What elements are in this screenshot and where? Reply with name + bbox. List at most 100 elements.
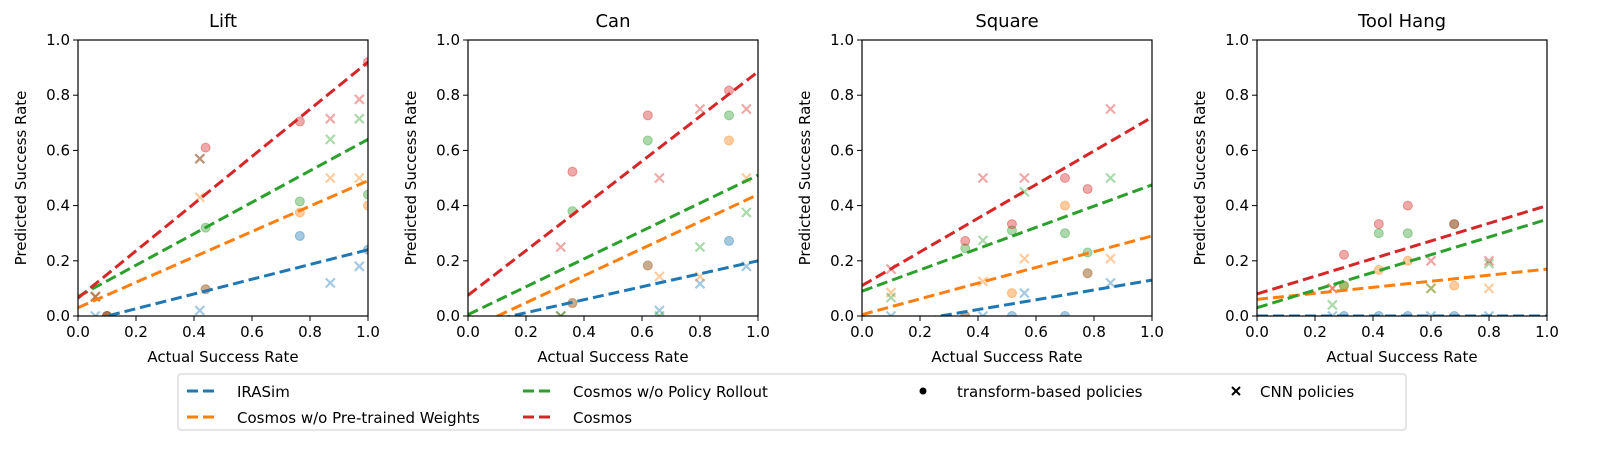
fit-line-irasim	[101, 248, 368, 316]
x-tick-label: 0.0	[66, 323, 90, 341]
point-transformer-cosmos	[1006, 219, 1017, 230]
point-transformer-cosmos	[567, 166, 578, 177]
x-tick-label: 0.6	[630, 323, 654, 341]
point-transformer-cosmos-w-o-pre-trained-weights	[1006, 288, 1017, 299]
point-transformer-cosmos-w-o-policy-rollout	[1060, 228, 1070, 239]
point-cnn-irasim	[1483, 310, 1495, 316]
y-tick-label: 0.2	[46, 252, 70, 270]
fit-line-cosmos-w-o-policy-rollout	[78, 138, 368, 298]
point-transformer-irasim	[1060, 311, 1070, 316]
x-tick-label: 0.2	[1303, 323, 1327, 341]
y-tick-label: 0.6	[46, 141, 70, 159]
point-transformer-irasim	[294, 230, 305, 241]
y-tick-label: 0.2	[830, 252, 854, 270]
point-cnn-cosmos	[1425, 255, 1437, 267]
point-cnn-cosmos-w-o-policy-rollout	[1483, 258, 1495, 269]
point-transformer-cosmos	[1402, 200, 1413, 211]
point-transformer-cosmos	[1449, 219, 1460, 230]
y-tick-label: 0.8	[436, 86, 460, 104]
point-transformer-irasim	[1082, 268, 1093, 279]
point-transformer-irasim	[724, 235, 734, 246]
y-axis-label: Predicted Success Rate	[12, 91, 30, 266]
y-axis-label: Predicted Success Rate	[402, 91, 420, 266]
legend-label-cosmos-wo-rollout: Cosmos w/o Policy Rollout	[573, 383, 768, 401]
legend-circle-marker-icon	[919, 387, 927, 395]
x-axis-label: Actual Success Rate	[1326, 348, 1477, 366]
y-tick-label: 0.0	[436, 307, 460, 325]
point-transformer-cosmos-w-o-policy-rollout	[1449, 219, 1460, 230]
x-axis-label: Actual Success Rate	[147, 348, 298, 366]
y-tick-label: 0.8	[46, 86, 70, 104]
subplot-can: 0.0 0.2 0.4 0.6 0.8 1.0 0.0 0.2 0.4 0.6 0.8 1.0 Can A…	[402, 11, 770, 366]
point-cnn-cosmos	[354, 94, 365, 105]
subplot-title: Lift	[209, 11, 237, 32]
point-transformer-cosmos-w-o-policy-rollout	[960, 243, 971, 254]
point-transformer-cosmos-w-o-policy-rollout	[363, 189, 368, 200]
fit-line-cosmos-w-o-policy-rollout	[862, 183, 1152, 293]
axes-frame	[861, 39, 1153, 317]
x-tick-label: 0.8	[1477, 323, 1501, 341]
y-tick-label: 1.0	[46, 31, 70, 49]
subplot-square: 0.0 0.2 0.4 0.6 0.8 1.0 0.0 0.2 0.4 0.6 0.8 1.0 Squa…	[796, 11, 1164, 366]
point-cnn-irasim	[885, 310, 897, 316]
x-tick-label: 1.0	[1140, 323, 1164, 341]
fit-line-cosmos-w-o-pre-trained-weights	[494, 193, 758, 316]
point-cnn-cosmos-w-o-pre-trained-weights	[977, 276, 989, 287]
point-cnn-irasim	[555, 310, 567, 316]
point-cnn-cosmos	[654, 172, 665, 184]
point-cnn-irasim	[1105, 277, 1116, 289]
y-tick-label: 0.2	[1225, 252, 1249, 270]
fit-line-cosmos-w-o-policy-rollout	[1257, 217, 1547, 310]
legend-label-cosmos-wo-pretrained: Cosmos w/o Pre-trained Weights	[237, 409, 480, 427]
fit-line-cosmos-w-o-pre-trained-weights	[862, 234, 1152, 316]
point-cnn-cosmos-w-o-policy-rollout	[654, 310, 665, 316]
point-cnn-irasim	[325, 277, 336, 289]
point-cnn-irasim	[194, 305, 206, 316]
point-transformer-cosmos	[1373, 219, 1384, 230]
x-tick-label: 0.2	[124, 323, 148, 341]
x-axis-label: Actual Success Rate	[931, 348, 1082, 366]
point-cnn-irasim	[977, 310, 989, 316]
subplot-title: Can	[595, 11, 630, 32]
plot-area	[468, 70, 758, 316]
y-tick-label: 0.4	[46, 197, 70, 215]
point-transformer-cosmos-w-o-pre-trained-weights	[642, 260, 653, 271]
legend-cross-marker-icon	[1231, 386, 1241, 396]
x-tick-label: 0.0	[456, 323, 480, 341]
x-tick-label: 0.6	[1024, 323, 1048, 341]
point-cnn-irasim	[90, 310, 101, 316]
point-transformer-cosmos	[200, 142, 211, 153]
point-transformer-irasim	[642, 260, 653, 271]
axes-frame	[77, 39, 369, 317]
x-tick-label: 0.4	[182, 323, 206, 341]
y-tick-label: 0.0	[46, 307, 70, 325]
fit-line-irasim	[504, 259, 758, 316]
point-cnn-cosmos-w-o-policy-rollout	[1327, 299, 1338, 311]
point-cnn-cosmos	[1105, 103, 1116, 115]
point-cnn-cosmos	[694, 103, 706, 115]
x-tick-label: 0.6	[240, 323, 264, 341]
point-cnn-cosmos-w-o-pre-trained-weights	[885, 287, 897, 298]
y-tick-label: 0.6	[1225, 141, 1249, 159]
point-transformer-cosmos-w-o-policy-rollout	[724, 110, 734, 121]
x-tick-label: 1.0	[746, 323, 770, 341]
legend-label-irasim: IRASim	[237, 383, 290, 401]
legend-label-transformer: transform-based policies	[957, 383, 1143, 401]
plot-area	[1257, 200, 1547, 316]
x-tick-label: 0.0	[1245, 323, 1269, 341]
point-transformer-cosmos	[1339, 249, 1349, 260]
point-cnn-cosmos-w-o-policy-rollout	[555, 310, 567, 316]
y-tick-label: 0.8	[830, 86, 854, 104]
y-tick-label: 0.4	[830, 197, 854, 215]
y-axis-label: Predicted Success Rate	[1191, 91, 1209, 266]
legend-frame	[177, 373, 1407, 431]
x-tick-label: 1.0	[1535, 323, 1559, 341]
x-tick-label: 0.8	[688, 323, 712, 341]
legend-label-cnn: CNN policies	[1260, 383, 1354, 401]
point-transformer-cosmos-w-o-policy-rollout	[1373, 228, 1384, 239]
y-tick-label: 1.0	[436, 31, 460, 49]
point-transformer-cosmos	[1082, 184, 1093, 195]
point-cnn-cosmos-w-o-pre-trained-weights	[325, 172, 336, 184]
point-cnn-cosmos-w-o-policy-rollout	[325, 134, 336, 145]
